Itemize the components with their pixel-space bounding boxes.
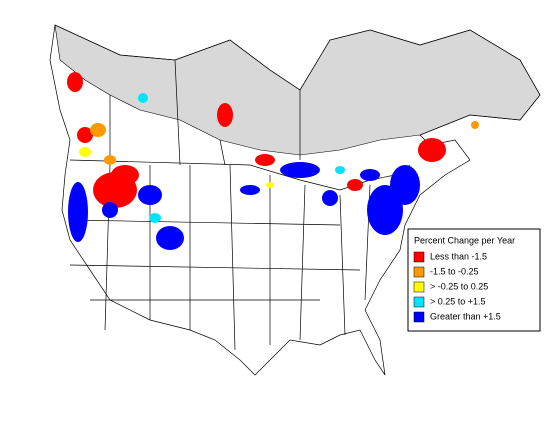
legend-label: > -0.25 to 0.25 <box>430 281 488 291</box>
legend-swatch <box>413 251 425 263</box>
trend-area <box>240 185 260 195</box>
trend-area <box>138 185 162 205</box>
legend-label: > 0.25 to +1.5 <box>430 296 486 306</box>
legend-swatch <box>413 281 425 293</box>
legend-swatch <box>413 266 425 278</box>
trend-area <box>90 123 106 137</box>
legend-label: -1.5 to -0.25 <box>430 266 479 276</box>
legend-swatch <box>413 311 425 323</box>
trend-area <box>347 179 363 191</box>
province-lines <box>109 59 301 166</box>
trend-area <box>102 202 118 218</box>
trend-area <box>68 182 88 242</box>
trend-area <box>360 169 380 181</box>
trend-area <box>77 127 93 143</box>
trend-area <box>335 166 345 174</box>
trend-area <box>67 72 83 92</box>
trend-area <box>255 154 275 166</box>
trend-area <box>149 213 161 223</box>
trend-area <box>266 182 274 188</box>
legend-title: Percent Change per Year <box>414 235 515 245</box>
trend-areas <box>67 72 479 250</box>
no-data-region <box>54 24 541 156</box>
trend-area <box>280 162 320 178</box>
legend-box <box>407 228 541 332</box>
trend-area <box>111 165 139 185</box>
legend-swatch <box>413 296 425 308</box>
trend-area <box>322 190 338 206</box>
continent-outline <box>49 24 541 376</box>
trend-area <box>104 155 116 165</box>
trend-area <box>471 121 479 129</box>
trend-area <box>156 226 184 250</box>
legend-items: Less than -1.5 -1.5 to -0.25 > -0.25 to 0.… <box>413 251 501 323</box>
legend-label: Greater than +1.5 <box>430 311 501 321</box>
trend-area <box>79 147 91 157</box>
trend-area <box>390 165 420 205</box>
state-lines <box>69 164 371 351</box>
legend-label: Less than -1.5 <box>430 251 487 261</box>
trend-area <box>418 138 446 162</box>
trend-area <box>138 93 148 103</box>
legend: Percent Change per Year Less than -1.5 -1… <box>407 228 541 332</box>
trend-area <box>217 103 233 127</box>
